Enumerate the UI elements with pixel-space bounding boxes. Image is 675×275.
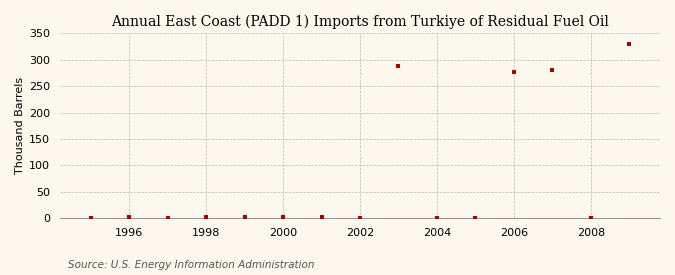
Point	[431, 216, 442, 221]
Point	[547, 68, 558, 72]
Point	[162, 216, 173, 220]
Point	[508, 70, 519, 75]
Point	[124, 215, 134, 219]
Point	[585, 216, 596, 221]
Text: Source: U.S. Energy Information Administration: Source: U.S. Energy Information Administ…	[68, 260, 314, 270]
Y-axis label: Thousand Barrels: Thousand Barrels	[15, 77, 25, 174]
Point	[85, 216, 96, 220]
Title: Annual East Coast (PADD 1) Imports from Turkiye of Residual Fuel Oil: Annual East Coast (PADD 1) Imports from …	[111, 15, 609, 29]
Point	[354, 216, 365, 220]
Point	[277, 215, 288, 219]
Point	[624, 42, 634, 47]
Point	[239, 214, 250, 219]
Point	[47, 42, 58, 46]
Point	[316, 214, 327, 219]
Point	[393, 64, 404, 68]
Point	[200, 215, 211, 219]
Point	[470, 216, 481, 221]
